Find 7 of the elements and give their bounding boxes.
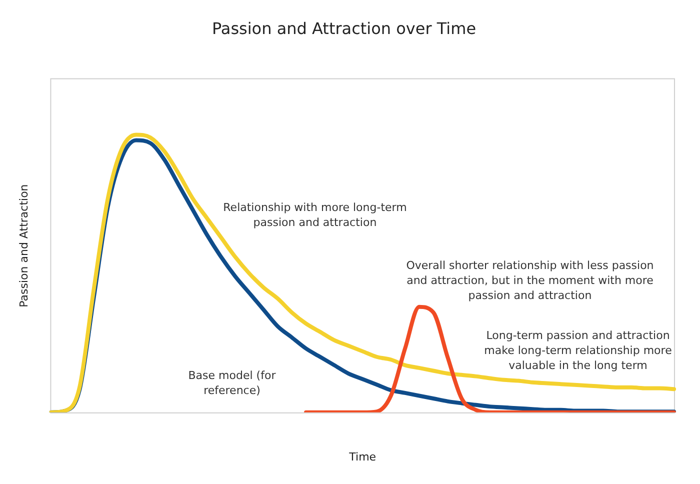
annotation: Overall shorter relationship with less passion and attraction, but in the moment with more passion and attraction [405, 258, 655, 303]
y-axis-title: Passion and Attraction [17, 184, 30, 308]
annotation: Base model (for reference) [187, 368, 277, 398]
x-axis-title: Time [348, 450, 376, 464]
annotation: Relationship with more long-term passion and attraction [222, 200, 408, 230]
chart-title: Passion and Attraction over Time [212, 18, 476, 38]
annotation: Long-term passion and attraction make long-term relationship more valuable in the long term [483, 328, 673, 373]
